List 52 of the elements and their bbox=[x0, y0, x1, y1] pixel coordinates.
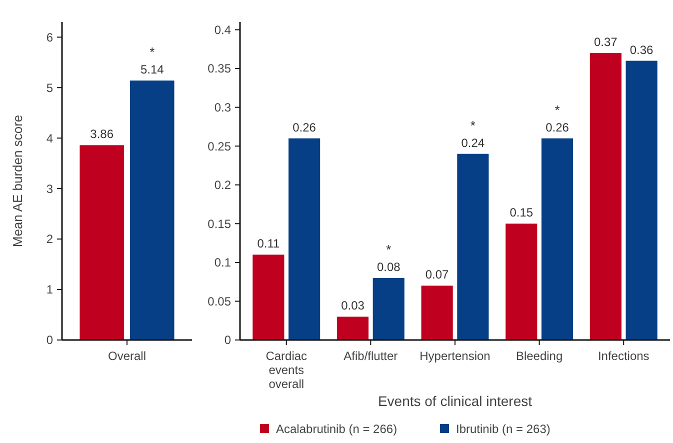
y-tick-label: 0.2 bbox=[214, 178, 232, 192]
y-tick-label: 6 bbox=[46, 30, 54, 44]
y-tick-label: 0.4 bbox=[214, 22, 232, 37]
y-tick-label: 2 bbox=[46, 232, 54, 246]
bar bbox=[288, 138, 320, 340]
y-tick-label: 0.15 bbox=[208, 216, 232, 231]
data-label: 0.15 bbox=[510, 206, 534, 220]
x-tick-label: Hypertension bbox=[420, 349, 490, 363]
data-label: 5.14 bbox=[140, 62, 164, 77]
legend-label: Ibrutinib (n = 263) bbox=[456, 422, 550, 436]
data-label: 0.24 bbox=[461, 136, 485, 150]
bar bbox=[336, 316, 369, 340]
data-label: 0.37 bbox=[594, 35, 618, 50]
data-label: 0.07 bbox=[425, 268, 450, 282]
data-label: 3.86 bbox=[90, 127, 114, 142]
bar bbox=[457, 154, 489, 340]
data-label: 0.03 bbox=[341, 298, 365, 313]
y-tick-label: 0.35 bbox=[208, 62, 232, 76]
x-axis-title: Events of clinical interest bbox=[378, 393, 532, 409]
x-tick-label: Overall bbox=[108, 349, 146, 363]
y-tick-label: 0 bbox=[224, 333, 232, 348]
y-tick-label: 4 bbox=[46, 131, 54, 146]
y-tick-label: 3 bbox=[46, 182, 54, 196]
x-tick-label: Bleeding bbox=[516, 349, 563, 363]
bar bbox=[590, 53, 622, 340]
annotation: * bbox=[470, 118, 476, 133]
y-tick-label: 1 bbox=[46, 282, 54, 297]
bar bbox=[541, 138, 574, 340]
legend-label: Acalabrutinib (n = 266) bbox=[276, 422, 398, 436]
data-label: 0.26 bbox=[292, 120, 316, 134]
annotation: * bbox=[554, 102, 560, 118]
bar bbox=[506, 224, 538, 340]
bar bbox=[626, 60, 658, 340]
annotation: * bbox=[386, 242, 392, 257]
x-tick-label: Afib/flutter bbox=[344, 349, 398, 363]
y-tick-label: 0.25 bbox=[208, 139, 232, 154]
y-tick-label: 5 bbox=[46, 80, 54, 95]
annotation: * bbox=[150, 44, 155, 60]
y-tick-label: 0.1 bbox=[214, 256, 232, 270]
bar bbox=[372, 278, 404, 340]
bar bbox=[421, 286, 453, 340]
y-tick-label: 0.3 bbox=[214, 100, 232, 115]
data-label: 0.36 bbox=[630, 42, 654, 57]
x-tick-label: Infections bbox=[598, 349, 650, 363]
y-tick-label: 0 bbox=[46, 333, 54, 348]
data-label: 0.08 bbox=[376, 260, 401, 274]
y-tick-label: 0.05 bbox=[208, 294, 232, 308]
data-label: 0.26 bbox=[546, 120, 570, 134]
bar bbox=[252, 254, 284, 340]
x-tick-label: Cardiac events overall bbox=[266, 349, 308, 391]
y-axis-title: Mean AE burden score bbox=[10, 114, 25, 248]
data-label: 0.11 bbox=[257, 236, 280, 251]
